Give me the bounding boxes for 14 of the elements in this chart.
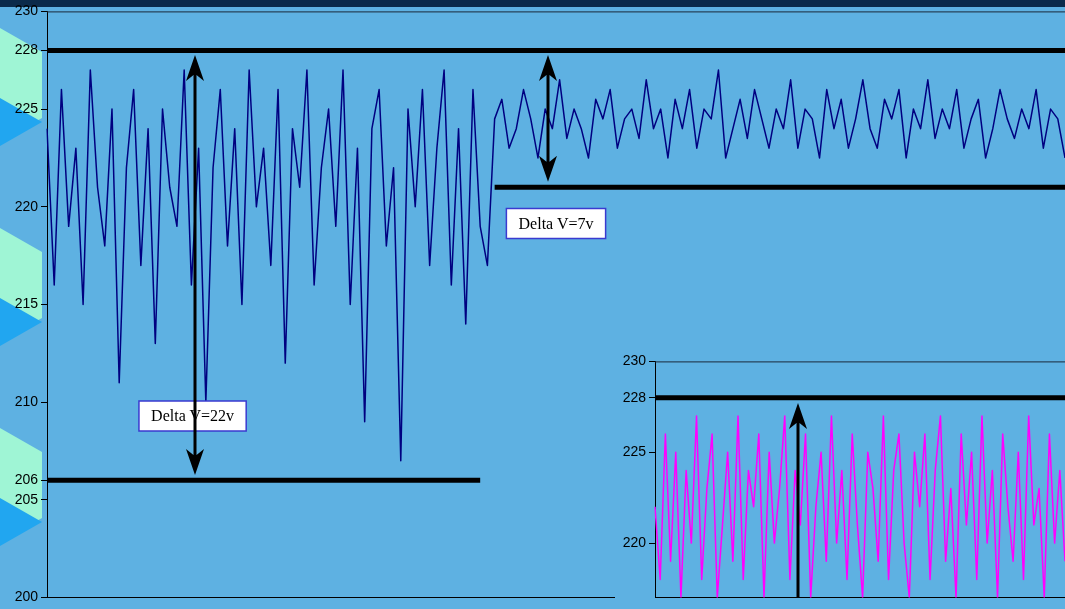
y-tick-label: 230: [14, 2, 39, 19]
y-tick-label: 225: [622, 443, 647, 460]
y-tick-label: 228: [622, 388, 647, 405]
annotation: Delta V=7v: [518, 214, 594, 232]
y-tick-label: 205: [14, 490, 39, 507]
y-tick-label: 225: [14, 99, 39, 116]
y-tick-label: 206: [14, 471, 39, 488]
y-tick-label: 220: [14, 197, 39, 214]
y-tick-label: 228: [14, 41, 39, 58]
y-tick-label: 230: [622, 352, 647, 369]
y-tick-label: 200: [14, 588, 39, 605]
y-tick-label: 210: [14, 393, 39, 410]
y-tick-label: 215: [14, 295, 39, 312]
y-tick-label: 220: [622, 533, 647, 550]
